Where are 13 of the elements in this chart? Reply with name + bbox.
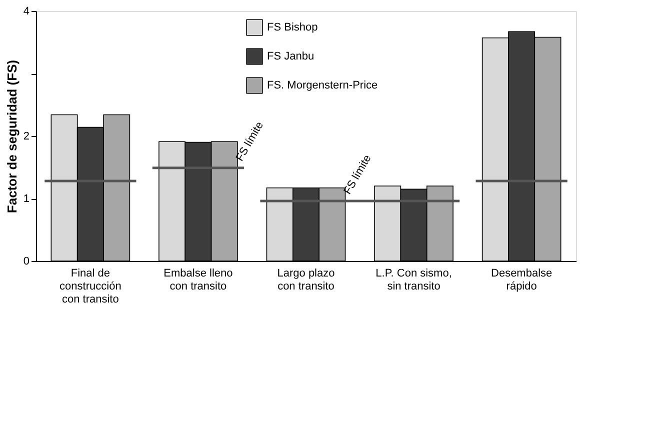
y-tick-label: 4: [23, 6, 30, 18]
y-tick-label: 1: [23, 193, 30, 205]
x-tick-label: L.P. Con sismo, sin transito: [376, 268, 452, 292]
y-tick-label: 2: [23, 130, 30, 142]
legend-label: FS Janbu: [267, 50, 314, 62]
x-tick-label: Embalse lleno con transito: [164, 268, 233, 292]
x-tick-label: Desembalse rápido: [491, 268, 552, 292]
y-tick-label: 0: [23, 256, 30, 268]
legend-label: FS. Morgenstern-Price: [267, 80, 378, 92]
x-tick-label: Largo plazo con transito: [277, 268, 335, 292]
legend-label: FS Bishop: [267, 22, 318, 34]
y-axis-title: Factor de seguridad (FS): [4, 60, 20, 214]
x-tick-label: Final de construcción con transito: [60, 268, 122, 306]
